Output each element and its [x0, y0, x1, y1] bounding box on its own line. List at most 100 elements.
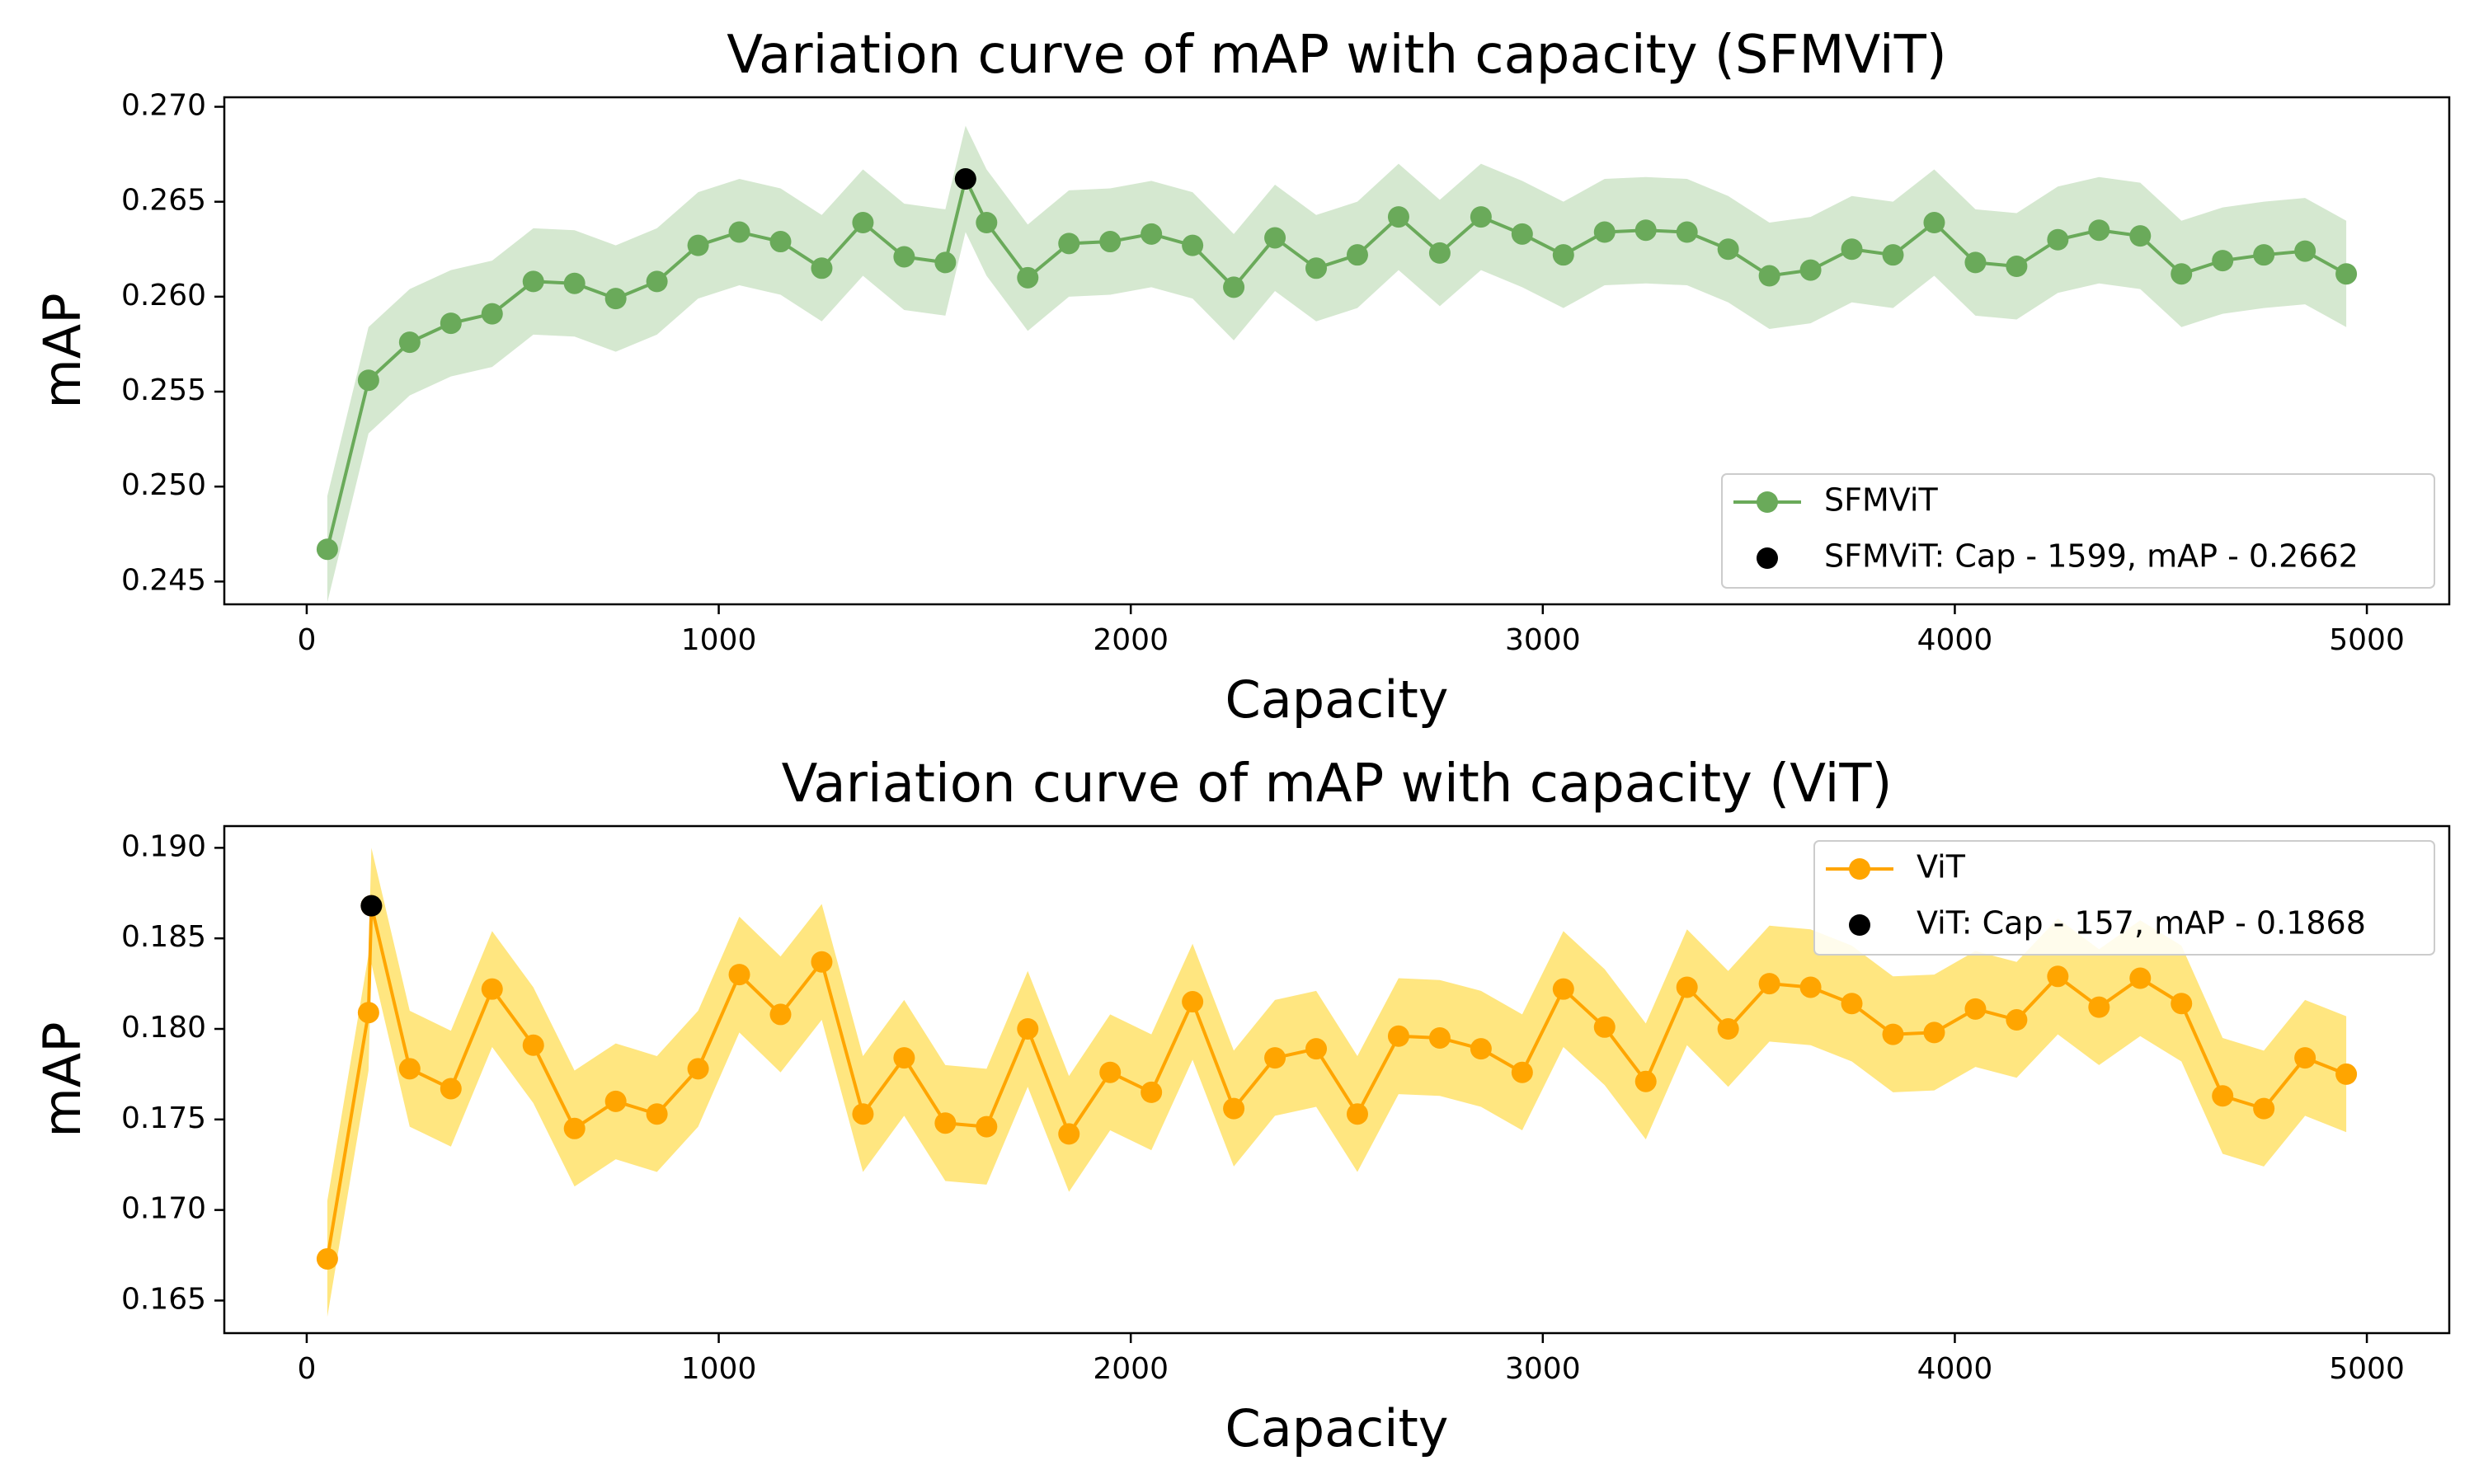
x-tick-label: 5000 [2329, 1352, 2405, 1386]
data-point [1470, 206, 1492, 228]
data-point [1923, 212, 1945, 234]
x-tick-label: 5000 [2329, 623, 2405, 657]
data-point [687, 1058, 709, 1080]
data-point [1882, 1023, 1904, 1045]
data-point [522, 1034, 544, 1056]
data-point [604, 1090, 627, 1112]
data-point [1593, 1016, 1616, 1038]
data-point [1799, 259, 1822, 281]
chart-title: Variation curve of mAP with capacity (SF… [727, 25, 1947, 86]
legend: SFMViT SFMViT: Cap - 1599, mAP - 0.2662 [1721, 473, 2435, 589]
data-point [852, 212, 874, 234]
legend-point-swatch [1849, 858, 1870, 880]
data-point [563, 1117, 586, 1139]
data-point [2006, 1009, 2028, 1031]
data-point [1717, 1018, 1739, 1040]
data-point [1182, 234, 1204, 256]
data-point [2335, 1063, 2358, 1085]
data-point [646, 1103, 668, 1125]
data-point [852, 1103, 874, 1125]
data-point [1923, 1021, 1945, 1044]
data-point [1264, 227, 1286, 249]
data-point [2129, 967, 2152, 989]
data-point [2253, 1097, 2275, 1120]
data-point [1634, 219, 1657, 242]
data-point [316, 1247, 338, 1270]
data-point [1141, 1081, 1163, 1103]
data-point [1017, 1018, 1039, 1040]
data-point [1058, 1123, 1080, 1145]
data-point [1223, 276, 1245, 298]
data-point [2253, 244, 2275, 266]
data-point [1470, 1038, 1492, 1060]
data-point [646, 270, 668, 293]
data-point [1799, 976, 1822, 998]
data-point [1758, 973, 1780, 995]
data-point [934, 251, 957, 274]
data-point [893, 1047, 915, 1069]
legend-label: ViT [1917, 849, 1966, 885]
data-point [728, 221, 750, 243]
data-point [769, 1003, 792, 1026]
x-tick-label: 2000 [1093, 623, 1169, 657]
data-point [687, 234, 709, 256]
data-point [1758, 265, 1780, 287]
data-point [1264, 1047, 1286, 1069]
legend-point-swatch [1757, 491, 1778, 513]
data-point [1964, 998, 1987, 1020]
data-point [316, 538, 338, 561]
y-tick-label: 0.265 [121, 184, 206, 218]
data-point [1676, 221, 1698, 243]
data-point [1428, 1026, 1451, 1049]
legend-marker-swatch [1757, 547, 1778, 569]
y-tick-label: 0.170 [121, 1192, 206, 1226]
data-point [934, 1112, 957, 1134]
data-point [1841, 238, 1863, 261]
y-tick-label: 0.175 [121, 1101, 206, 1135]
data-point [1841, 993, 1863, 1015]
data-point [811, 951, 833, 973]
y-tick-label: 0.190 [121, 829, 206, 863]
x-tick-label: 1000 [681, 1352, 757, 1386]
data-point [2294, 240, 2316, 262]
data-point [728, 964, 750, 986]
legend-marker-swatch [1849, 914, 1870, 936]
chart-title: Variation curve of mAP with capacity (Vi… [782, 754, 1893, 815]
data-point [2294, 1047, 2316, 1069]
data-point [563, 272, 586, 294]
data-point [1099, 231, 1122, 253]
data-point [1511, 1061, 1533, 1083]
y-tick-label: 0.180 [121, 1011, 206, 1045]
x-tick-label: 4000 [1917, 623, 1993, 657]
y-axis-label: mAP [32, 1021, 92, 1137]
legend-label: SFMViT [1824, 482, 1938, 519]
chart-panel-vit: 0 1000 2000 3000 4000 5000 0.165 0.170 0.175 0.1… [32, 754, 2451, 1458]
data-point [976, 212, 998, 234]
data-point [2212, 250, 2234, 272]
data-point [2047, 965, 2069, 988]
data-point [1099, 1061, 1122, 1083]
data-point [1305, 1038, 1328, 1060]
x-tick-label: 3000 [1505, 623, 1581, 657]
data-point [604, 288, 627, 310]
y-tick-label: 0.165 [121, 1282, 206, 1316]
data-point [1058, 232, 1080, 255]
chart-panel-sfmvit: 0 1000 2000 3000 4000 5000 0.245 0.250 0.255 0.2… [32, 25, 2451, 730]
data-point [1305, 257, 1328, 279]
data-point [1511, 223, 1533, 245]
data-point [357, 1002, 379, 1024]
data-point [440, 1078, 462, 1100]
x-axis-label: Capacity [1225, 1398, 1449, 1458]
legend: ViT ViT: Cap - 157, mAP - 0.1868 [1813, 840, 2435, 956]
x-tick-label: 4000 [1917, 1352, 1993, 1386]
data-point [1182, 991, 1204, 1013]
data-point [769, 231, 792, 253]
data-point [2088, 996, 2110, 1018]
y-tick-label: 0.260 [121, 279, 206, 312]
data-point [2006, 256, 2028, 277]
x-tick-label: 0 [297, 623, 316, 657]
x-axis-label: Capacity [1225, 669, 1449, 730]
max-marker [360, 895, 383, 917]
confidence-band [327, 125, 2347, 603]
